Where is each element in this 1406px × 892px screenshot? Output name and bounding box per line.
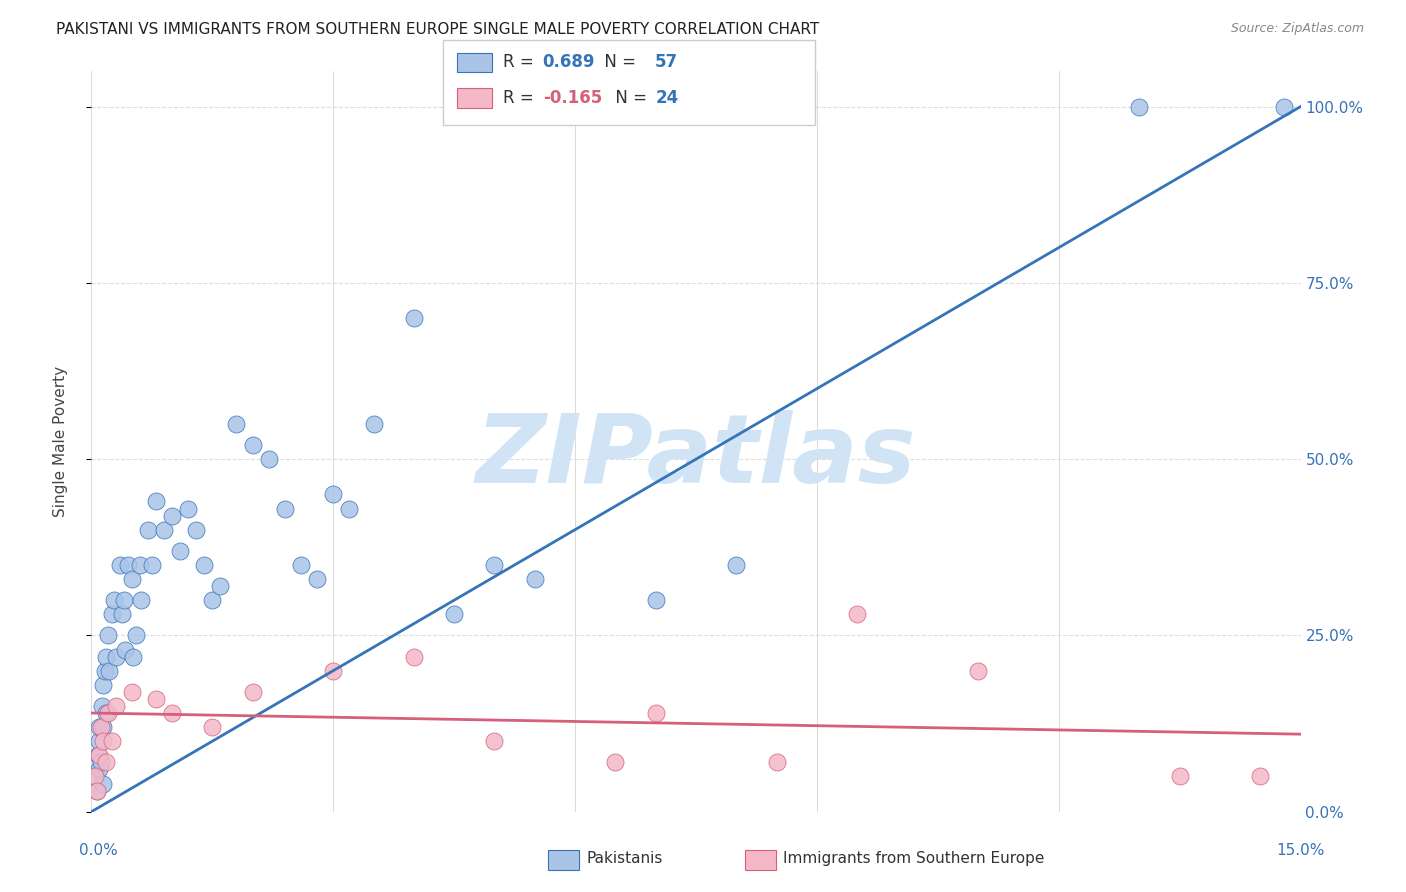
- Point: [111, 607, 134, 622]
- Point: [1274, 100, 1296, 114]
- Text: PAKISTANI VS IMMIGRANTS FROM SOUTHERN EUROPE SINGLE MALE POVERTY CORRELATION CHA: PAKISTANI VS IMMIGRANTS FROM SOUTHERN EU…: [56, 22, 820, 37]
- Point: [1249, 769, 1271, 783]
- Point: [201, 720, 224, 734]
- Point: [193, 558, 215, 572]
- Point: [96, 706, 118, 720]
- Point: [765, 756, 787, 770]
- Point: [644, 706, 666, 720]
- Point: [209, 579, 232, 593]
- Text: 0.689: 0.689: [543, 54, 595, 71]
- Point: [846, 607, 869, 622]
- Text: N =: N =: [607, 89, 655, 107]
- Point: [93, 720, 115, 734]
- Point: [114, 642, 136, 657]
- Point: [93, 678, 115, 692]
- Point: [89, 734, 111, 748]
- Point: [86, 783, 108, 797]
- Point: [160, 706, 183, 720]
- Point: [128, 558, 150, 572]
- Point: [402, 649, 425, 664]
- Point: [104, 649, 127, 664]
- Point: [87, 763, 110, 777]
- Point: [337, 501, 360, 516]
- Text: 0.0%: 0.0%: [79, 843, 118, 858]
- Point: [91, 776, 114, 790]
- Point: [141, 558, 163, 572]
- Point: [121, 572, 143, 586]
- Point: [96, 628, 118, 642]
- Point: [84, 769, 107, 783]
- Point: [443, 607, 465, 622]
- Point: [523, 572, 546, 586]
- Text: 24: 24: [655, 89, 679, 107]
- Point: [117, 558, 139, 572]
- Point: [87, 748, 110, 763]
- Point: [307, 572, 329, 586]
- Text: ZIPatlas: ZIPatlas: [475, 409, 917, 503]
- Point: [160, 508, 183, 523]
- Point: [242, 438, 264, 452]
- Point: [84, 769, 107, 783]
- Point: [90, 756, 112, 770]
- Point: [131, 593, 153, 607]
- Point: [402, 311, 425, 326]
- Point: [153, 523, 176, 537]
- Point: [94, 649, 117, 664]
- Point: [93, 734, 115, 748]
- Point: [108, 558, 131, 572]
- Text: N =: N =: [596, 54, 644, 71]
- Text: R =: R =: [503, 54, 543, 71]
- Point: [201, 593, 224, 607]
- Point: [86, 783, 108, 797]
- Text: 15.0%: 15.0%: [1277, 843, 1324, 858]
- Point: [484, 558, 506, 572]
- Point: [363, 417, 385, 431]
- Point: [121, 685, 143, 699]
- Point: [145, 494, 167, 508]
- Point: [104, 698, 127, 713]
- Point: [90, 720, 112, 734]
- Point: [1168, 769, 1191, 783]
- Point: [484, 734, 506, 748]
- Point: [136, 523, 159, 537]
- Text: 57: 57: [655, 54, 678, 71]
- Text: Source: ZipAtlas.com: Source: ZipAtlas.com: [1230, 22, 1364, 36]
- Point: [100, 607, 122, 622]
- Point: [94, 664, 117, 678]
- Text: Immigrants from Southern Europe: Immigrants from Southern Europe: [783, 851, 1045, 865]
- Y-axis label: Single Male Poverty: Single Male Poverty: [53, 366, 67, 517]
- Point: [644, 593, 666, 607]
- Point: [257, 452, 280, 467]
- Point: [122, 649, 145, 664]
- Point: [274, 501, 297, 516]
- Point: [1128, 100, 1150, 114]
- Point: [145, 692, 167, 706]
- Point: [125, 628, 148, 642]
- Point: [605, 756, 627, 770]
- Point: [103, 593, 125, 607]
- Point: [94, 756, 117, 770]
- Point: [169, 544, 191, 558]
- Point: [186, 523, 208, 537]
- Point: [100, 734, 122, 748]
- Point: [290, 558, 312, 572]
- Point: [90, 698, 112, 713]
- Point: [242, 685, 264, 699]
- Point: [322, 664, 344, 678]
- Point: [177, 501, 200, 516]
- Point: [322, 487, 344, 501]
- Point: [967, 664, 990, 678]
- Point: [725, 558, 748, 572]
- Point: [89, 748, 111, 763]
- Text: -0.165: -0.165: [543, 89, 602, 107]
- Text: Pakistanis: Pakistanis: [586, 851, 662, 865]
- Point: [89, 720, 111, 734]
- Point: [98, 664, 121, 678]
- Point: [112, 593, 135, 607]
- Point: [94, 706, 117, 720]
- Point: [225, 417, 247, 431]
- Text: R =: R =: [503, 89, 543, 107]
